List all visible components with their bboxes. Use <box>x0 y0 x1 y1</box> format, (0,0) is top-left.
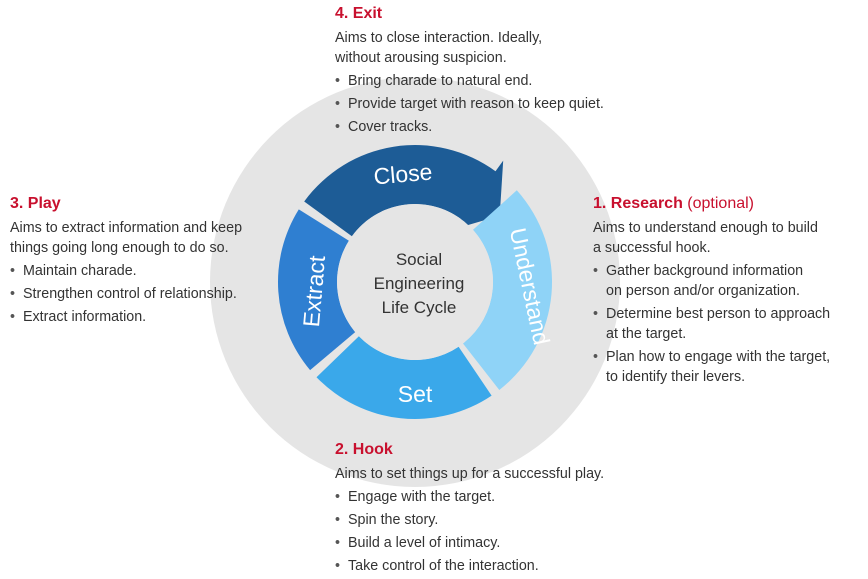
segment-extract <box>277 209 356 371</box>
list-item: Take control of the interaction. <box>335 556 655 576</box>
list-item: Maintain charade. <box>10 261 280 281</box>
center-title-line-2: Engineering <box>374 274 465 293</box>
list-item: Provide target with reason to keep quiet… <box>335 94 655 114</box>
list-item: Plan how to engage with the target,to id… <box>593 347 865 387</box>
play-block: 3. Play Aims to extract information and … <box>10 194 280 330</box>
segment-set <box>316 336 492 420</box>
research-description: Aims to understand enough to build a succ… <box>593 220 818 256</box>
play-description: Aims to extract information and keep thin… <box>10 220 243 256</box>
segment-close <box>304 145 504 237</box>
research-heading: 1. Research (optional) <box>593 195 754 212</box>
hook-bullets: Engage with the target. Spin the story. … <box>335 487 655 576</box>
list-item: Strengthen control of relationship. <box>10 284 280 304</box>
play-heading: 3. Play <box>10 195 61 212</box>
exit-description: Aims to close interaction. Ideally, witho… <box>335 30 543 66</box>
list-item: Bring charade to natural end. <box>335 71 655 91</box>
hook-block: 2. Hook Aims to set things up for a succ… <box>335 440 655 579</box>
research-block: 1. Research (optional) Aims to understan… <box>593 194 865 390</box>
hook-description: Aims to set things up for a successful p… <box>335 466 605 482</box>
center-circle <box>337 204 493 360</box>
list-item: Cover tracks. <box>335 117 655 137</box>
hook-heading: 2. Hook <box>335 441 393 458</box>
label-extract: Extract <box>298 254 330 328</box>
label-close: Close <box>372 158 433 189</box>
center-title-line-1: Social <box>396 250 442 269</box>
list-item: Build a level of intimacy. <box>335 533 655 553</box>
list-item: Spin the story. <box>335 510 655 530</box>
center-title-line-3: Life Cycle <box>382 298 457 317</box>
list-item: Extract information. <box>10 307 280 327</box>
play-bullets: Maintain charade. Strengthen control of … <box>10 261 280 327</box>
segment-understand <box>463 190 553 390</box>
exit-bullets: Bring charade to natural end. Provide ta… <box>335 71 655 137</box>
exit-heading: 4. Exit <box>335 5 383 22</box>
label-set: Set <box>398 381 433 407</box>
exit-block: 4. Exit Aims to close interaction. Ideal… <box>335 4 655 140</box>
list-item: Engage with the target. <box>335 487 655 507</box>
